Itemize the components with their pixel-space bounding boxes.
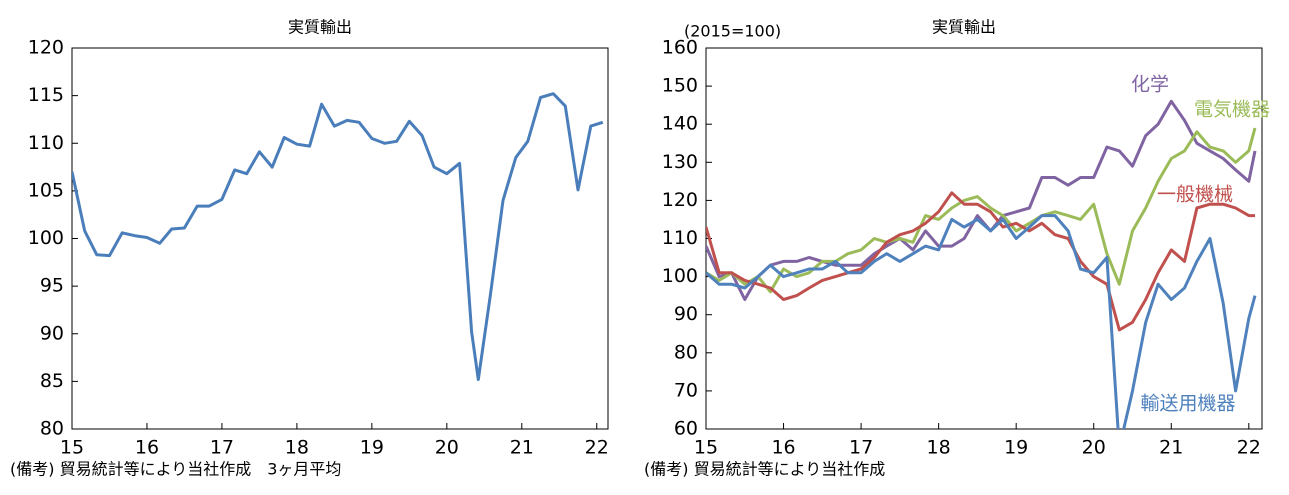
x-tick-label: 17: [210, 437, 234, 459]
x-tick-label: 18: [927, 437, 951, 459]
y-tick-label: 150: [662, 75, 698, 97]
x-tick-label: 17: [849, 437, 873, 459]
y-tick-label: 105: [28, 179, 64, 201]
y-tick-label: 70: [674, 379, 698, 401]
y-tick-label: 95: [40, 275, 64, 297]
series-line: [706, 127, 1257, 294]
footnote: (備考) 貿易統計等により当社作成: [644, 460, 885, 479]
x-tick-label: 20: [435, 437, 459, 459]
y-tick-label: 110: [662, 227, 698, 249]
y-tick-label: 110: [28, 132, 64, 154]
series-line: [72, 92, 604, 381]
x-tick-label: 18: [285, 437, 309, 459]
x-tick-label: 16: [771, 437, 795, 459]
x-tick-label: 16: [135, 437, 159, 459]
series-label: 化学: [1131, 74, 1169, 96]
x-tick-label: 21: [1159, 437, 1183, 459]
y-tick-label: 130: [662, 151, 698, 173]
chart-title: 実質輸出: [288, 18, 352, 37]
plot-area: [706, 99, 1257, 429]
plot-area: [72, 92, 604, 381]
x-tick-label: 15: [60, 437, 84, 459]
series-label: 輸送用機器: [1140, 393, 1235, 415]
y-tick-label: 100: [662, 265, 698, 287]
y-tick-label: 120: [662, 189, 698, 211]
x-tick-label: 22: [585, 437, 609, 459]
chart-title: 実質輸出: [932, 18, 996, 37]
y-tick-label: 140: [662, 113, 698, 135]
y-tick-label: 90: [40, 322, 64, 344]
series-label: 電気機器: [1194, 99, 1270, 121]
series-label: 一般機械: [1157, 184, 1233, 206]
series-line: [706, 191, 1255, 332]
x-tick-label: 21: [510, 437, 534, 459]
y-tick-label: 120: [28, 37, 64, 59]
y-tick-label: 85: [40, 370, 64, 392]
footnote: (備考) 貿易統計等により当社作成 3ヶ月平均: [10, 460, 341, 479]
y-tick-label: 115: [28, 84, 64, 106]
y-tick-label: 60: [674, 418, 698, 440]
x-tick-label: 22: [1237, 437, 1261, 459]
x-tick-label: 15: [694, 437, 718, 459]
y-tick-label: 100: [28, 227, 64, 249]
unit-label: (2015=100): [684, 22, 781, 41]
plot-frame: [705, 47, 1263, 430]
x-tick-label: 19: [1004, 437, 1028, 459]
y-tick-label: 160: [662, 37, 698, 59]
y-tick-label: 90: [674, 303, 698, 325]
series-line: [706, 214, 1257, 429]
y-tick-label: 80: [40, 418, 64, 440]
x-tick-label: 20: [1082, 437, 1106, 459]
y-tick-label: 80: [674, 341, 698, 363]
x-tick-label: 19: [360, 437, 384, 459]
